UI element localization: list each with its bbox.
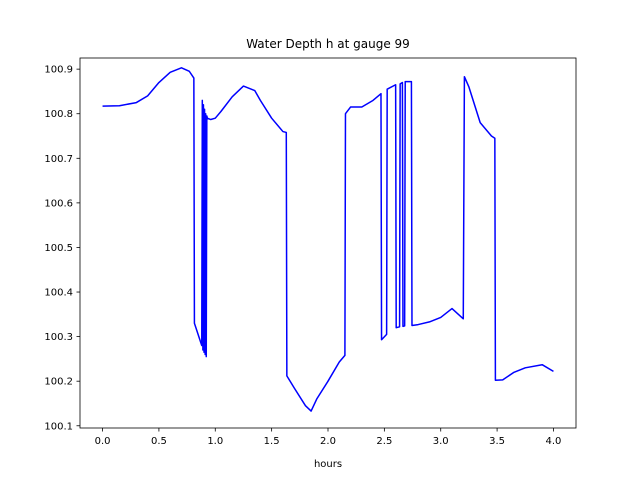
x-axis: 0.0 0.5 1.0 1.5 2.0 2.5 3.0 3.5 4.0 (95, 428, 562, 447)
x-tick-label: 1.0 (207, 436, 223, 447)
y-tick-label: 100.3 (44, 332, 73, 343)
x-tick-label: 0.0 (95, 436, 111, 447)
y-tick-label: 100.5 (44, 243, 73, 254)
x-tick-label: 4.0 (546, 436, 562, 447)
y-axis: 100.1 100.2 100.3 100.4 100.5 100.6 100.7 100.8… (44, 65, 80, 432)
plot-area (102, 67, 554, 412)
x-tick-label: 2.0 (320, 436, 336, 447)
y-tick-label: 100.6 (44, 198, 73, 209)
y-tick-label: 100.7 (44, 154, 73, 165)
chart-title: Water Depth h at gauge 99 (246, 37, 410, 51)
x-tick-label: 3.5 (489, 436, 505, 447)
x-tick-label: 3.0 (433, 436, 449, 447)
y-tick-label: 100.4 (44, 288, 73, 299)
y-tick-label: 100.9 (44, 65, 73, 76)
x-tick-label: 1.5 (264, 436, 280, 447)
x-tick-label: 0.5 (151, 436, 167, 447)
x-axis-label: hours (314, 459, 342, 470)
x-tick-label: 2.5 (376, 436, 392, 447)
y-tick-label: 100.8 (44, 109, 73, 120)
series-line (102, 67, 554, 412)
y-tick-label: 100.2 (44, 377, 73, 388)
y-tick-label: 100.1 (44, 421, 73, 432)
